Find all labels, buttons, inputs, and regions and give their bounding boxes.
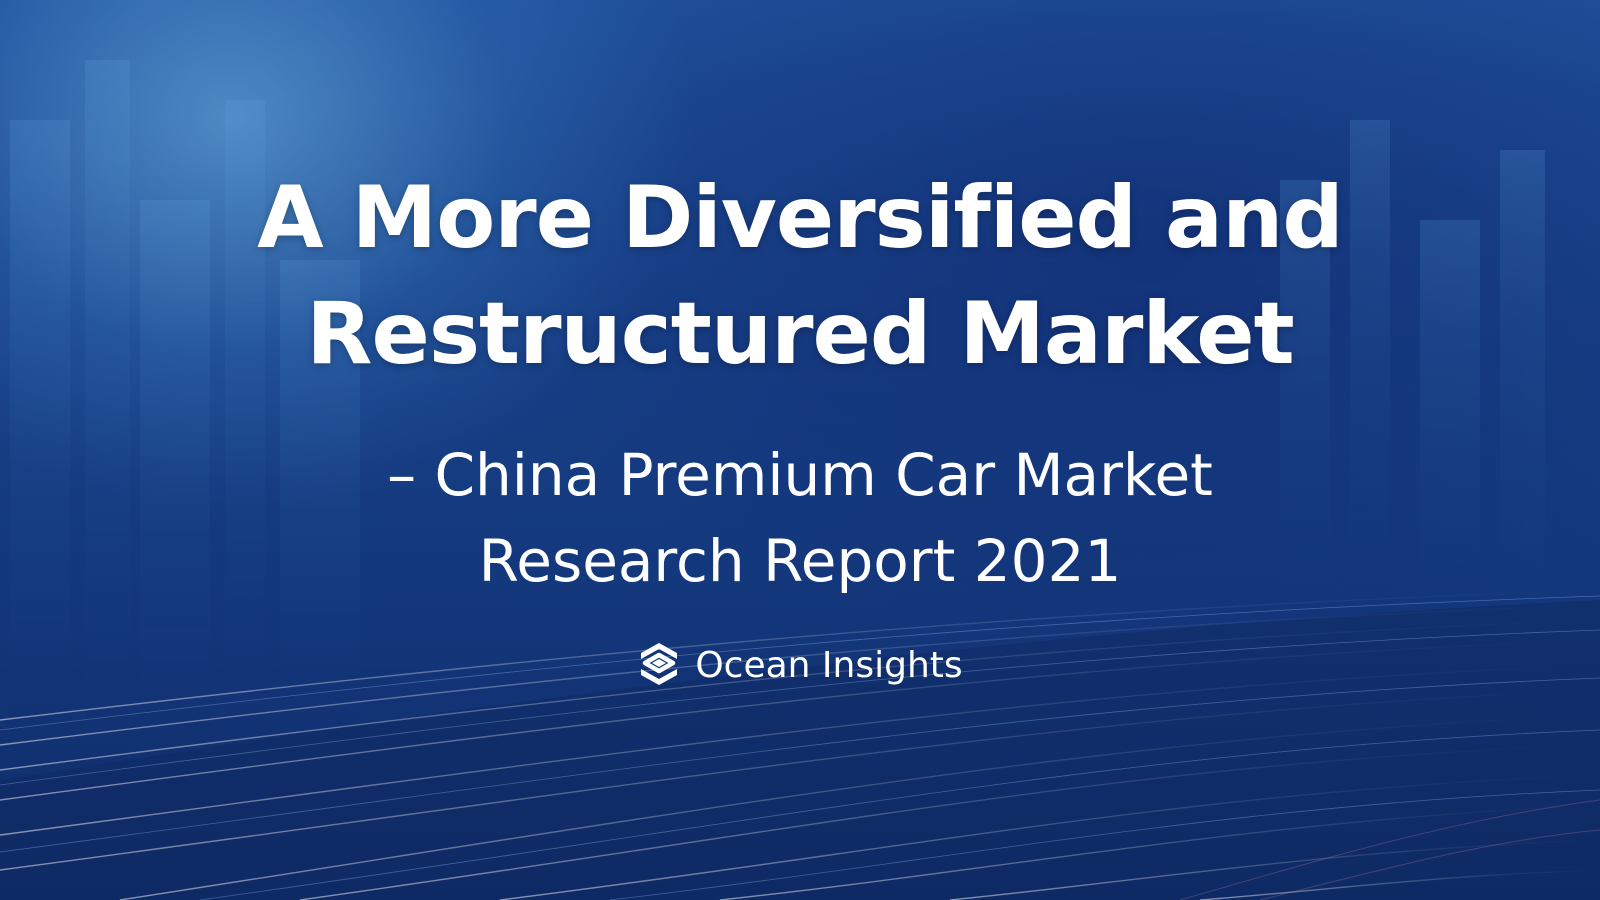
layered-diamond-logo-icon	[641, 643, 678, 685]
slide-title-line-2: Restructured Market	[306, 284, 1294, 384]
brand-name: Ocean Insights	[695, 645, 963, 686]
slide-subtitle-line-1: – China Premium Car Market	[387, 441, 1213, 509]
slide-subtitle-line-2: Research Report 2021	[478, 527, 1122, 595]
slide-title-line-1: A More Diversified and	[257, 168, 1344, 268]
brand-lockup: Ocean Insights	[0, 638, 1600, 694]
slide-subtitle: – China Premium Car Market Research Repo…	[200, 432, 1400, 604]
slide-title: A More Diversified and Restructured Mark…	[100, 160, 1500, 392]
